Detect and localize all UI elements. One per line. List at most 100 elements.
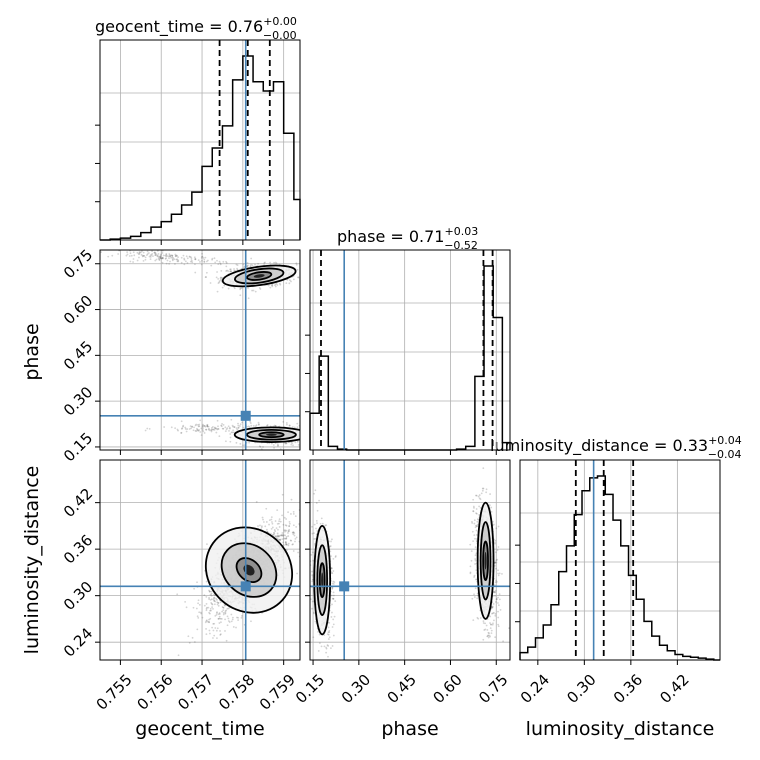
sample-point xyxy=(313,492,315,495)
sample-point xyxy=(473,576,475,578)
sample-point xyxy=(490,511,493,513)
sample-point xyxy=(260,526,263,529)
sample-point xyxy=(325,646,327,649)
sample-point xyxy=(296,268,299,271)
sample-point xyxy=(188,255,191,258)
sample-point xyxy=(213,597,216,599)
sample-point xyxy=(293,426,296,429)
sample-point xyxy=(495,561,498,564)
sample-point xyxy=(492,603,495,605)
hist-panel-luminosity-distance: 0.24 0.30 0.36 0.42 xyxy=(515,459,721,707)
sample-point xyxy=(198,611,201,614)
sample-point xyxy=(278,534,281,537)
sample-point xyxy=(142,251,145,254)
sample-point xyxy=(180,432,183,434)
sample-point xyxy=(469,572,472,575)
sample-point xyxy=(154,254,157,256)
sample-point xyxy=(487,636,490,639)
sample-point xyxy=(292,444,294,447)
sample-point xyxy=(215,597,218,600)
sample-point xyxy=(276,532,279,535)
sample-point xyxy=(197,259,200,262)
sample-point xyxy=(263,521,265,523)
sample-point xyxy=(494,551,497,554)
sample-point xyxy=(472,540,475,543)
sample-point xyxy=(474,524,477,527)
sample-point xyxy=(237,426,240,429)
sample-point xyxy=(210,430,213,433)
density-peak xyxy=(253,274,265,278)
sample-point xyxy=(287,511,289,514)
sample-point xyxy=(285,529,288,532)
sample-point xyxy=(251,264,254,267)
sample-point xyxy=(201,616,204,619)
sample-point xyxy=(478,494,481,496)
sample-point xyxy=(272,444,275,446)
sample-point xyxy=(228,427,231,430)
sample-point xyxy=(190,258,193,260)
sample-point xyxy=(284,529,287,532)
sample-point xyxy=(292,531,295,534)
sample-point xyxy=(484,628,487,631)
sample-point xyxy=(219,617,222,620)
sample-point xyxy=(171,254,174,257)
sample-point xyxy=(494,614,497,617)
sample-point xyxy=(211,602,213,605)
sample-point xyxy=(222,609,225,612)
sample-point xyxy=(185,430,188,433)
density-peak xyxy=(321,572,324,588)
sample-point xyxy=(284,543,287,546)
sample-point xyxy=(232,429,235,432)
sample-point xyxy=(329,545,332,547)
sample-point xyxy=(291,426,294,428)
sample-point xyxy=(153,251,156,254)
sample-point xyxy=(258,423,260,426)
sample-point xyxy=(275,535,278,538)
sample-point xyxy=(186,428,189,430)
tick-label-y: 0.42 xyxy=(60,485,96,521)
sample-point xyxy=(200,257,203,259)
sample-point xyxy=(226,607,229,610)
sample-point xyxy=(206,543,208,546)
sample-point xyxy=(478,513,481,516)
tick-label-x: 0.75 xyxy=(475,671,511,707)
tick-label-y: 0.15 xyxy=(60,429,96,465)
sample-point xyxy=(126,251,129,254)
sample-point xyxy=(169,260,171,263)
sample-point xyxy=(493,584,496,586)
sample-point xyxy=(209,598,212,601)
sample-point xyxy=(285,282,288,284)
sample-point xyxy=(284,534,287,537)
sample-point xyxy=(297,551,299,554)
sample-point xyxy=(185,606,188,609)
sample-point xyxy=(237,422,239,425)
sample-point xyxy=(259,524,261,527)
sample-point xyxy=(331,645,334,647)
sample-point xyxy=(213,622,216,625)
sample-point xyxy=(220,276,222,279)
sample-point xyxy=(215,427,218,430)
panel-frame xyxy=(99,39,301,241)
sample-point xyxy=(282,420,285,423)
sample-point xyxy=(211,606,213,609)
sample-point xyxy=(158,256,161,259)
sample-point xyxy=(222,260,225,263)
sample-point xyxy=(214,427,217,430)
sample-point xyxy=(496,581,498,583)
sample-point xyxy=(473,522,476,525)
xlabel-luminosity-distance: luminosity_distance xyxy=(526,718,715,740)
sample-point xyxy=(327,645,330,647)
sample-point xyxy=(303,528,305,530)
sample-point xyxy=(332,583,335,585)
sample-point xyxy=(194,258,197,261)
sample-point xyxy=(291,543,294,546)
sample-point xyxy=(495,598,498,601)
sample-point xyxy=(292,531,294,534)
sample-point xyxy=(259,445,262,448)
sample-point xyxy=(332,570,335,572)
sample-point xyxy=(168,262,171,265)
sample-point xyxy=(475,578,477,581)
sample-point xyxy=(211,626,214,629)
sample-point xyxy=(306,534,308,536)
sample-point xyxy=(325,647,328,650)
